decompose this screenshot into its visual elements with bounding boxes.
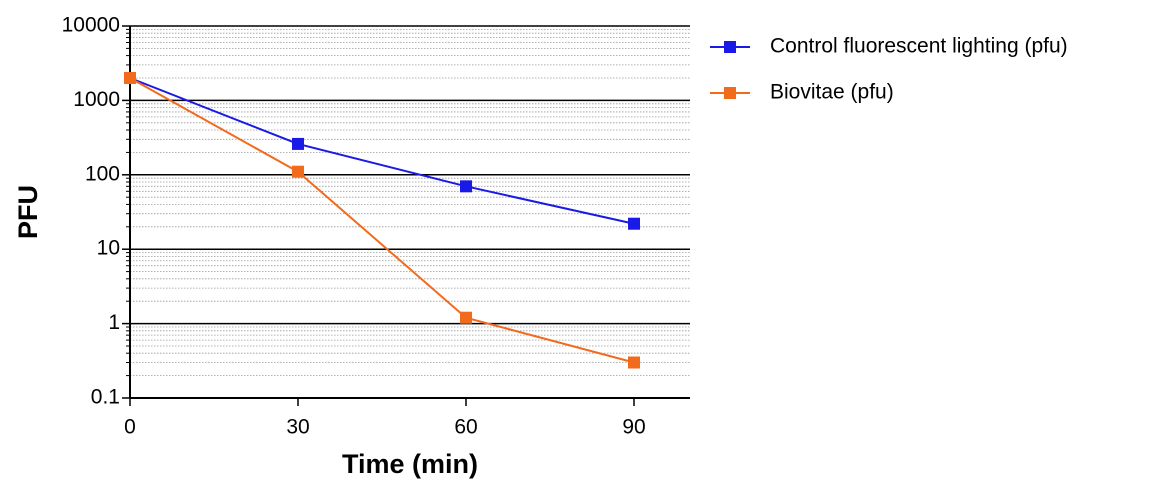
x-tick-label: 0 [124, 416, 136, 439]
y-tick-label: 0.1 [91, 386, 120, 409]
x-tick-label: 60 [454, 416, 477, 439]
y-axis-title: PFU [13, 185, 43, 239]
y-tick-label: 10000 [62, 14, 120, 37]
legend-marker [724, 87, 736, 99]
series-line [129, 77, 635, 225]
y-tick-label: 1000 [73, 88, 120, 111]
data-point [460, 311, 472, 324]
legend-label: Biovitae (pfu) [770, 81, 894, 104]
x-axis-title: Time (min) [342, 449, 478, 479]
x-tick-label: 90 [622, 416, 645, 439]
y-tick-label: 1 [108, 311, 120, 334]
data-point [460, 180, 472, 193]
data-point [628, 356, 640, 369]
series-line [129, 77, 635, 364]
legend-label: Control fluorescent lighting (pfu) [770, 35, 1068, 58]
x-tick-label: 30 [286, 416, 309, 439]
legend-marker [724, 41, 736, 53]
data-point [124, 72, 136, 85]
y-tick-label: 100 [85, 162, 120, 185]
data-point [628, 217, 640, 230]
data-point [292, 165, 304, 178]
y-tick-label: 10 [97, 237, 120, 260]
data-point [292, 137, 304, 150]
